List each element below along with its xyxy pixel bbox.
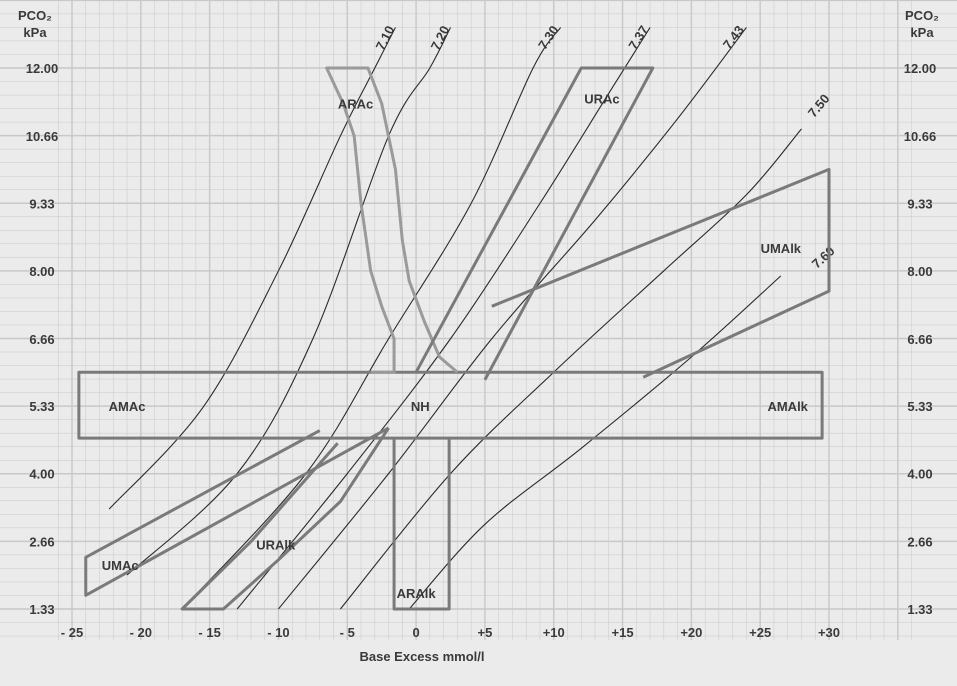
x-tick-label: - 20 [130, 625, 152, 640]
y-tick-label-right: 6.66 [907, 332, 932, 347]
y-axis-label-right-kpa: kPa [910, 25, 934, 40]
x-tick-label: +5 [477, 625, 492, 640]
y-axis-label-left-unit: PCO₂ [18, 8, 52, 23]
y-tick-label-left: 6.66 [29, 332, 54, 347]
y-tick-labels-right: 1.33 2.66 4.00 5.33 6.66 8.00 9.33 10.66 12.00 [904, 61, 937, 617]
y-tick-label-right: 12.00 [904, 61, 937, 76]
region-label-nh: NH [411, 399, 430, 414]
ph-label-7-10: 7.10 [373, 23, 398, 52]
y-tick-label-left: 5.33 [29, 399, 54, 414]
x-tick-label: 0 [412, 625, 419, 640]
grid-minor [0, 0, 957, 640]
region-label-amalk: AMAlk [767, 399, 808, 414]
region-umac [84, 426, 390, 597]
y-tick-label-right: 10.66 [904, 129, 937, 144]
region-label-urac: URAc [584, 91, 619, 106]
ph-isopleth-7-30 [181, 27, 562, 610]
y-tick-label-left: 12.00 [26, 61, 59, 76]
y-tick-label-right: 4.00 [907, 467, 932, 482]
x-tick-label: +25 [749, 625, 771, 640]
region-uralk [180, 427, 390, 611]
x-tick-label: +30 [818, 625, 840, 640]
y-tick-labels-left: 1.33 2.66 4.00 5.33 6.66 8.00 9.33 10.66 12.00 [26, 61, 59, 617]
x-tick-label: +15 [612, 625, 634, 640]
region-label-uralk: URAlk [256, 538, 296, 553]
y-tick-label-right: 8.00 [907, 264, 932, 279]
y-tick-label-right: 9.33 [907, 196, 932, 211]
region-label-amac: AMAc [109, 399, 146, 414]
ph-isopleth-7-43 [278, 27, 747, 610]
x-tick-label: +10 [543, 625, 565, 640]
ph-isopleth-7-50 [339, 128, 802, 610]
y-axis-label-right-unit: PCO₂ [905, 8, 939, 23]
y-axis-label-left-kpa: kPa [23, 25, 47, 40]
y-tick-label-right: 1.33 [907, 602, 932, 617]
y-tick-label-right: 5.33 [907, 399, 932, 414]
ph-isopleth-7-60 [408, 275, 782, 610]
y-tick-label-right: 2.66 [907, 535, 932, 550]
ph-label-7-43: 7.43 [720, 23, 747, 52]
y-tick-label-left: 1.33 [29, 602, 54, 617]
region-umalk [491, 167, 831, 379]
region-aralk [392, 438, 451, 611]
x-tick-label: - 25 [61, 625, 83, 640]
x-tick-label: - 5 [340, 625, 355, 640]
ph-isopleth-7-37 [236, 27, 651, 610]
y-tick-label-left: 10.66 [26, 129, 59, 144]
ph-isopleth-7-10 [108, 27, 396, 510]
y-tick-label-left: 8.00 [29, 264, 54, 279]
ph-label-7-60: 7.60 [809, 243, 838, 271]
x-tick-label: - 15 [198, 625, 220, 640]
region-amac [77, 370, 824, 440]
x-tick-label: - 10 [267, 625, 289, 640]
ph-isopleth-7-20 [126, 27, 451, 576]
y-tick-label-left: 2.66 [29, 535, 54, 550]
x-tick-label: +20 [680, 625, 702, 640]
y-tick-label-left: 4.00 [29, 467, 54, 482]
regions: AMAc AMAlk NH ARAlk ARAc URAc UMAlk URAlk UMAc [77, 66, 831, 611]
region-label-umalk: UMAlk [761, 241, 802, 256]
region-arac [325, 66, 459, 374]
y-tick-label-left: 9.33 [29, 196, 54, 211]
ph-isopleths: 7.10 7.20 7.30 7.37 7.437.507.60 [108, 23, 838, 610]
ph-label-7-20: 7.20 [428, 23, 453, 52]
region-label-aralk: ARAlk [397, 586, 437, 601]
region-label-umac: UMAc [102, 558, 139, 573]
region-urac [414, 66, 655, 381]
x-axis-label: Base Excess mmol/l [359, 649, 484, 664]
x-tick-labels: - 25 - 20 - 15 - 10 - 5 0 +5 +10 +15 +20 +25 +30 [61, 625, 840, 640]
region-label-arac: ARAc [338, 96, 373, 111]
grid-major [0, 0, 957, 640]
